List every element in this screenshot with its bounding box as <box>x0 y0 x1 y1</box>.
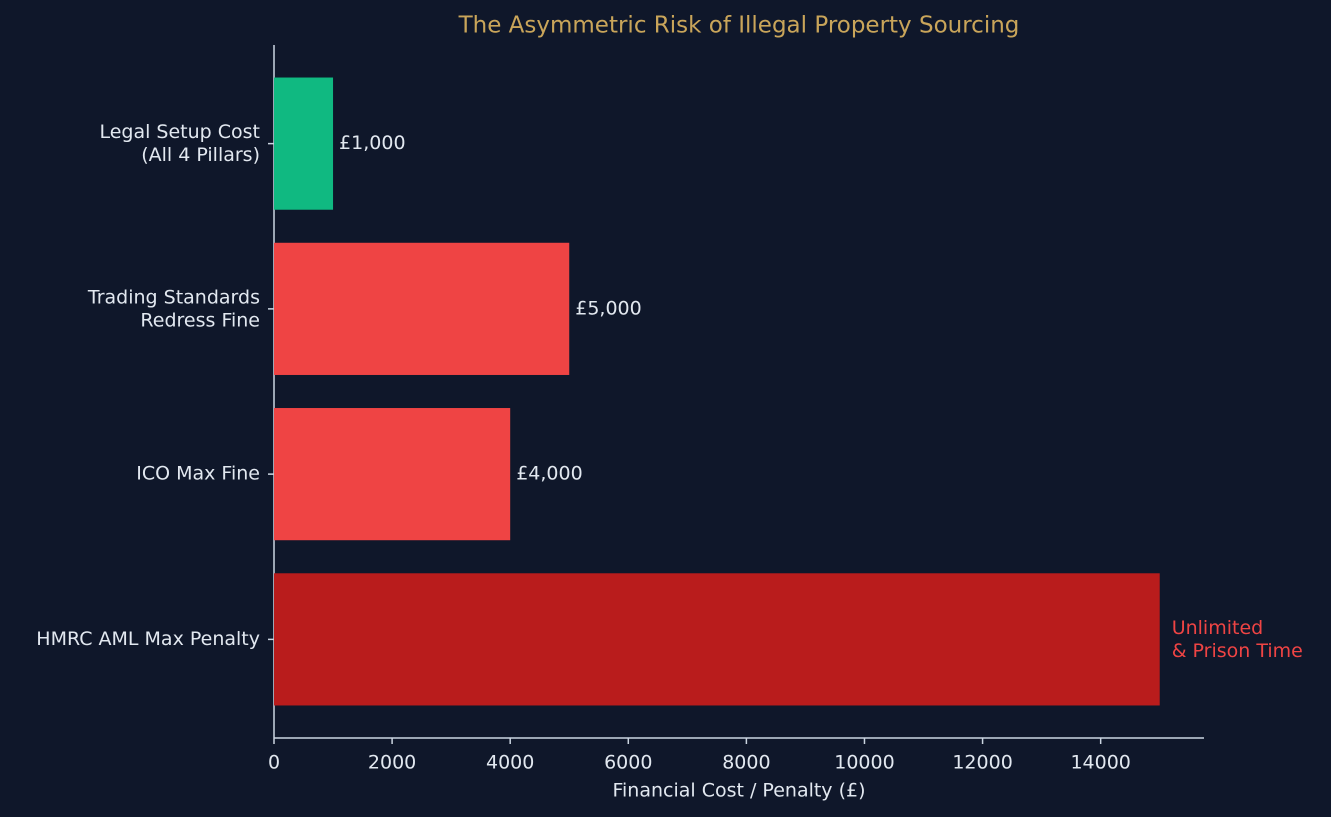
y-tick-label: HMRC AML Max Penalty <box>36 628 260 650</box>
bar <box>274 573 1160 706</box>
bar <box>274 408 511 541</box>
x-tick-label: 2000 <box>368 752 416 774</box>
x-tick-label: 8000 <box>722 752 770 774</box>
x-tick-label: 14000 <box>1070 752 1130 774</box>
x-axis-label: Financial Cost / Penalty (£) <box>612 780 865 802</box>
x-tick-label: 0 <box>268 752 280 774</box>
x-tick-label: 10000 <box>834 752 894 774</box>
annotation: Unlimited & Prison Time <box>1172 616 1303 661</box>
value-label: £4,000 <box>516 463 582 485</box>
bar <box>274 242 570 375</box>
y-tick-label: ICO Max Fine <box>136 463 260 485</box>
x-tick-label: 6000 <box>604 752 652 774</box>
chart-title: The Asymmetric Risk of Illegal Property … <box>458 13 1020 39</box>
x-tick-label: 12000 <box>952 752 1012 774</box>
y-tick-label: Legal Setup Cost (All 4 Pillars) <box>99 121 260 166</box>
x-tick-label: 4000 <box>486 752 534 774</box>
bar <box>274 77 334 210</box>
value-label: £1,000 <box>339 132 405 154</box>
value-label: £5,000 <box>575 297 641 319</box>
y-tick-label: Trading Standards Redress Fine <box>87 286 260 331</box>
